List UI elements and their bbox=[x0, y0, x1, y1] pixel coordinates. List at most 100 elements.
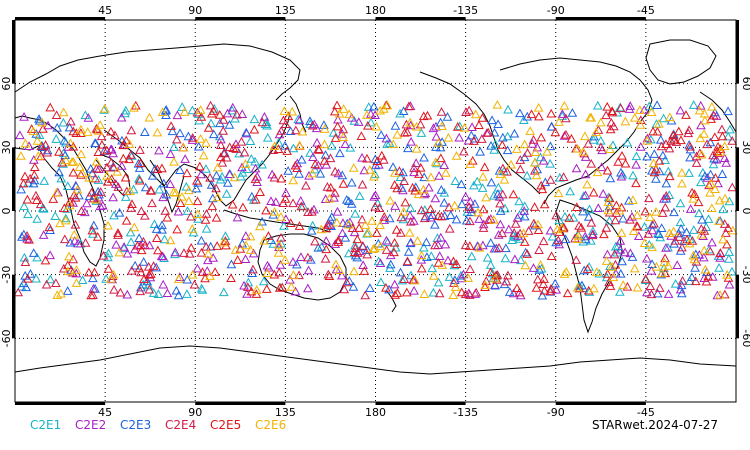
marker-C2E6 bbox=[629, 112, 640, 122]
marker-C2E2 bbox=[337, 228, 348, 237]
marker-C2E4 bbox=[674, 232, 685, 241]
marker-C2E3 bbox=[352, 252, 363, 262]
marker-C2E6 bbox=[495, 169, 506, 178]
marker-C2E5 bbox=[599, 229, 609, 239]
marker-C2E4 bbox=[218, 115, 229, 124]
marker-C2E2 bbox=[443, 255, 453, 265]
marker-C2E6 bbox=[71, 278, 82, 287]
marker-C2E2 bbox=[495, 219, 506, 229]
marker-C2E6 bbox=[443, 132, 454, 142]
marker-C2E2 bbox=[80, 207, 90, 217]
marker-C2E2 bbox=[340, 139, 351, 149]
marker-C2E2 bbox=[512, 213, 523, 222]
marker-C2E3 bbox=[182, 274, 193, 284]
marker-C2E6 bbox=[580, 131, 590, 141]
marker-C2E3 bbox=[241, 127, 252, 137]
marker-C2E1 bbox=[221, 189, 232, 198]
marker-C2E1 bbox=[502, 131, 513, 141]
marker-C2E6 bbox=[559, 100, 570, 110]
marker-C2E2 bbox=[232, 212, 243, 222]
marker-C2E6 bbox=[229, 172, 240, 182]
marker-C2E2 bbox=[424, 182, 434, 192]
marker-C2E6 bbox=[262, 268, 273, 277]
marker-C2E6 bbox=[103, 220, 113, 230]
marker-C2E2 bbox=[642, 253, 652, 263]
marker-C2E2 bbox=[369, 191, 380, 201]
marker-C2E6 bbox=[100, 103, 110, 113]
marker-C2E1 bbox=[201, 223, 212, 233]
marker-C2E1 bbox=[628, 170, 638, 180]
marker-C2E2 bbox=[116, 160, 127, 170]
marker-C2E2 bbox=[615, 244, 626, 254]
marker-C2E6 bbox=[273, 239, 284, 249]
marker-C2E5 bbox=[564, 213, 575, 222]
marker-C2E5 bbox=[113, 228, 123, 237]
marker-C2E4 bbox=[88, 193, 99, 203]
marker-C2E5 bbox=[652, 126, 663, 136]
marker-C2E5 bbox=[118, 140, 129, 150]
marker-C2E1 bbox=[428, 287, 439, 297]
marker-C2E6 bbox=[276, 212, 286, 221]
marker-C2E4 bbox=[205, 172, 215, 182]
marker-C2E4 bbox=[625, 214, 635, 224]
marker-C2E6 bbox=[64, 251, 74, 261]
marker-C2E5 bbox=[134, 263, 145, 273]
marker-C2E5 bbox=[582, 264, 593, 273]
marker-C2E4 bbox=[307, 206, 317, 216]
marker-C2E1 bbox=[714, 263, 724, 272]
marker-C2E5 bbox=[456, 287, 467, 297]
right-tick-label: 60 bbox=[740, 77, 750, 91]
marker-C2E2 bbox=[68, 198, 78, 207]
marker-C2E6 bbox=[530, 157, 540, 167]
marker-C2E3 bbox=[134, 163, 145, 172]
marker-C2E4 bbox=[102, 162, 112, 172]
marker-C2E5 bbox=[31, 195, 42, 205]
marker-C2E2 bbox=[202, 266, 213, 275]
marker-C2E6 bbox=[338, 104, 349, 113]
marker-C2E6 bbox=[489, 214, 499, 224]
marker-C2E3 bbox=[157, 220, 167, 230]
marker-C2E1 bbox=[718, 204, 728, 214]
marker-C2E1 bbox=[688, 100, 699, 109]
marker-C2E6 bbox=[195, 105, 206, 114]
marker-C2E6 bbox=[297, 126, 308, 136]
marker-C2E3 bbox=[45, 225, 56, 235]
marker-C2E5 bbox=[120, 172, 131, 182]
marker-C2E3 bbox=[237, 238, 248, 248]
marker-C2E3 bbox=[283, 165, 293, 175]
marker-C2E1 bbox=[439, 187, 450, 197]
marker-C2E6 bbox=[212, 192, 223, 202]
marker-C2E6 bbox=[426, 172, 436, 182]
marker-C2E6 bbox=[635, 120, 646, 129]
marker-C2E6 bbox=[58, 107, 69, 117]
marker-C2E3 bbox=[676, 223, 686, 233]
marker-C2E1 bbox=[426, 251, 437, 260]
left-tick-label: 60 bbox=[0, 77, 13, 91]
marker-C2E5 bbox=[22, 194, 33, 204]
marker-C2E6 bbox=[720, 193, 730, 203]
marker-C2E4 bbox=[528, 134, 539, 144]
marker-C2E5 bbox=[402, 256, 413, 266]
marker-C2E1 bbox=[23, 209, 33, 219]
marker-C2E2 bbox=[460, 191, 471, 201]
marker-C2E4 bbox=[538, 236, 549, 246]
marker-C2E5 bbox=[654, 155, 665, 165]
marker-C2E5 bbox=[483, 215, 494, 224]
marker-C2E3 bbox=[685, 152, 695, 162]
marker-C2E5 bbox=[701, 276, 712, 286]
marker-C2E5 bbox=[392, 183, 403, 193]
marker-C2E1 bbox=[444, 272, 455, 281]
marker-C2E3 bbox=[652, 288, 663, 298]
marker-C2E6 bbox=[245, 245, 256, 254]
marker-C2E2 bbox=[242, 289, 252, 298]
marker-C2E6 bbox=[369, 243, 380, 253]
marker-C2E6 bbox=[595, 117, 606, 127]
marker-C2E5 bbox=[290, 160, 301, 170]
marker-C2E4 bbox=[330, 166, 340, 176]
marker-C2E3 bbox=[589, 131, 599, 141]
marker-C2E4 bbox=[221, 152, 232, 162]
marker-C2E5 bbox=[605, 124, 616, 134]
marker-C2E2 bbox=[158, 192, 168, 202]
marker-C2E4 bbox=[694, 148, 705, 158]
